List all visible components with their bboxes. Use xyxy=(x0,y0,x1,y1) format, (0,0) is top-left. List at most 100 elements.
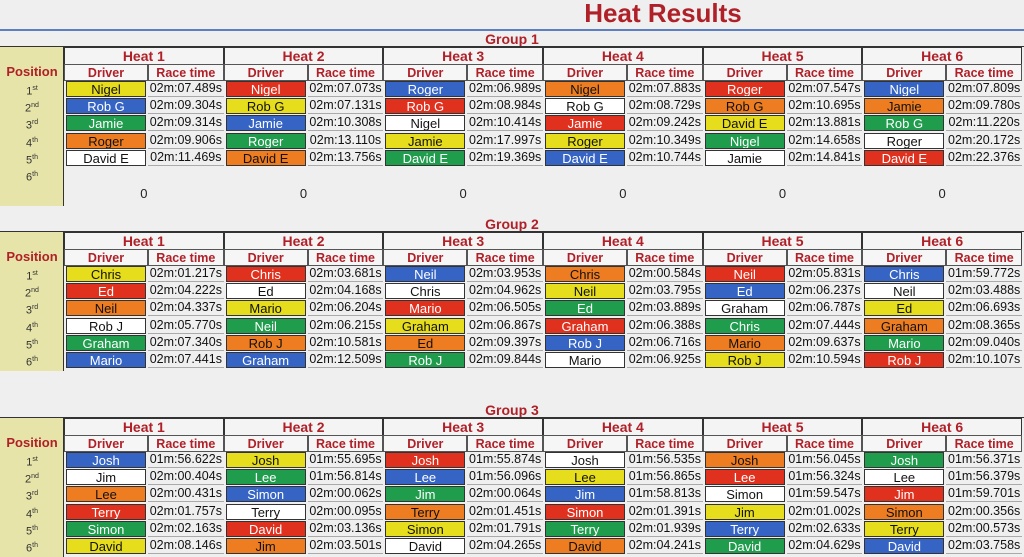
driver-cell: Nigel xyxy=(385,115,466,132)
position-number: 6 xyxy=(26,171,33,183)
race-time-cell: 02m:14.841s xyxy=(786,149,863,166)
driver-header: Driver xyxy=(702,64,787,81)
position-number: 5 xyxy=(26,154,33,166)
heat-title: Heat 5 xyxy=(702,47,863,65)
driver-cell: Roger xyxy=(704,81,785,97)
driver-cell: Terry xyxy=(385,503,466,520)
race-time-cell: 02m:03.681s xyxy=(307,266,384,282)
driver-cell: Roger xyxy=(864,132,945,149)
race-time-cell: 02m:13.110s xyxy=(307,133,384,149)
race-time-cell: 01m:55.695s xyxy=(307,452,384,468)
race-time-cell: 02m:09.906s xyxy=(148,132,224,149)
position-label: 1st xyxy=(0,81,64,97)
race-time-cell: 02m:06.505s xyxy=(467,300,543,317)
position-label: 2nd xyxy=(0,98,64,114)
driver-header: Driver xyxy=(862,64,947,81)
position-label: 3rd xyxy=(0,300,64,316)
race-time-cell: 02m:01.002s xyxy=(786,503,863,520)
driver-cell: David E xyxy=(66,149,146,166)
driver-header: Driver xyxy=(862,435,947,452)
race-time-cell: 01m:59.547s xyxy=(786,486,863,503)
position-label: 4th xyxy=(0,133,64,149)
race-time-header: Race time xyxy=(786,64,863,81)
race-time-cell: 02m:01.939s xyxy=(627,520,703,537)
driver-cell: Nigel xyxy=(864,81,945,97)
driver-cell: Rob J xyxy=(385,352,466,368)
race-time-cell: 02m:09.314s xyxy=(148,115,224,132)
driver-cell: Neil xyxy=(864,283,945,300)
race-time-cell: 02m:04.222s xyxy=(148,283,224,300)
position-suffix: nd xyxy=(31,102,39,110)
race-time-cell: 02m:03.889s xyxy=(627,300,703,317)
driver-cell: Jamie xyxy=(864,98,945,115)
heat-title: Heat 3 xyxy=(383,418,543,436)
driver-cell: Graham xyxy=(864,317,945,334)
race-time-cell: 01m:56.096s xyxy=(467,469,543,486)
race-time-cell: 01m:55.874s xyxy=(467,452,543,468)
race-time-cell: 02m:10.581s xyxy=(307,334,384,351)
driver-cell: Rob J xyxy=(545,334,625,351)
race-time-cell: 02m:08.365s xyxy=(946,317,1022,334)
position-suffix: st xyxy=(32,85,38,92)
driver-header: Driver xyxy=(383,249,468,266)
race-time-cell: 02m:07.441s xyxy=(148,352,224,368)
driver-cell: Graham xyxy=(66,334,146,351)
driver-cell: Nigel xyxy=(225,81,306,97)
driver-header: Driver xyxy=(702,435,787,452)
race-time-cell: 02m:09.637s xyxy=(786,334,863,351)
race-time-cell: 02m:13.881s xyxy=(786,115,863,132)
heat-title: Heat 6 xyxy=(862,418,1022,436)
race-time-cell: 02m:06.693s xyxy=(946,300,1022,317)
driver-cell: Jim xyxy=(864,486,945,503)
position-number: 1 xyxy=(26,270,33,282)
driver-cell: Graham xyxy=(385,317,466,334)
position-number: 6 xyxy=(26,542,33,554)
race-time-cell: 02m:07.444s xyxy=(786,317,863,334)
heat-title: Heat 5 xyxy=(702,232,863,250)
race-time-header: Race time xyxy=(786,249,863,266)
driver-cell: David xyxy=(66,538,146,554)
position-label: 5th xyxy=(0,150,64,166)
race-time-cell: 02m:06.215s xyxy=(307,317,384,334)
driver-cell: Josh xyxy=(545,452,625,468)
race-time-cell: 02m:07.547s xyxy=(786,81,863,97)
driver-cell: Chris xyxy=(66,266,146,282)
driver-cell: Lee xyxy=(545,469,625,486)
driver-cell: Ed xyxy=(864,300,945,317)
race-time-cell: 02m:10.744s xyxy=(627,149,703,166)
driver-cell: Chris xyxy=(385,283,466,300)
race-time-cell: 02m:08.984s xyxy=(467,98,543,115)
position-suffix: st xyxy=(32,456,38,463)
race-time-cell: 01m:56.379s xyxy=(946,469,1022,486)
race-time-cell: 02m:00.356s xyxy=(946,503,1022,520)
driver-header: Driver xyxy=(543,64,627,81)
race-time-cell: 02m:00.431s xyxy=(148,486,224,503)
position-suffix: th xyxy=(32,171,38,178)
race-time-cell: 02m:08.729s xyxy=(627,98,703,115)
driver-header: Driver xyxy=(543,249,627,266)
race-time-cell: 01m:56.371s xyxy=(946,452,1022,468)
driver-cell: David E xyxy=(864,149,945,166)
driver-cell: Josh xyxy=(704,452,785,468)
heat-title: Heat 2 xyxy=(223,418,384,436)
position-label: 5th xyxy=(0,335,64,351)
driver-cell: Jamie xyxy=(704,149,785,166)
driver-cell: Lee xyxy=(864,469,945,486)
heat-title: Heat 2 xyxy=(223,47,384,65)
driver-header: Driver xyxy=(862,249,947,266)
driver-cell: Rob G xyxy=(225,98,306,115)
position-column xyxy=(0,232,64,372)
heat-title: Heat 1 xyxy=(64,232,224,250)
race-time-header: Race time xyxy=(307,249,384,266)
position-suffix: th xyxy=(32,321,38,329)
heat-title: Heat 1 xyxy=(64,47,224,65)
race-time-header: Race time xyxy=(946,435,1022,452)
position-number: 4 xyxy=(26,322,33,334)
race-time-cell: 02m:10.349s xyxy=(627,132,703,149)
driver-cell: Simon xyxy=(545,503,625,520)
driver-cell: Nigel xyxy=(66,81,146,97)
driver-cell: Jamie xyxy=(385,132,466,149)
race-time-cell: 02m:10.308s xyxy=(307,115,384,132)
race-time-cell: 02m:13.756s xyxy=(307,149,384,166)
position-label: 5th xyxy=(0,521,64,537)
